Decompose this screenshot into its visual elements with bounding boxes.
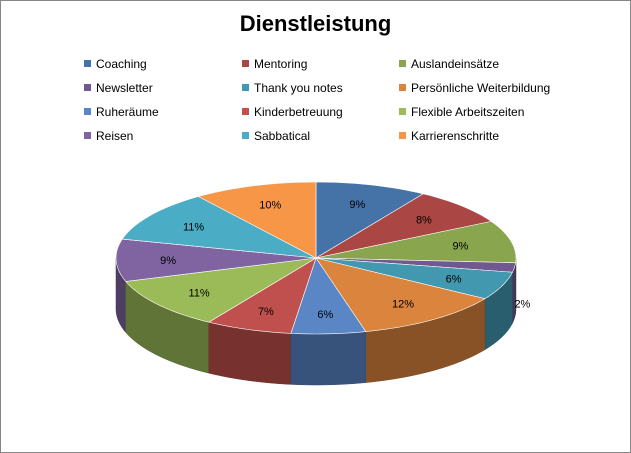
legend-swatch — [84, 132, 91, 139]
slice-thank-you-notes — [315, 257, 513, 300]
legend-label: Newsletter — [96, 81, 153, 95]
legend-label: Reisen — [96, 129, 134, 143]
data-label-kinderbetreuung: 7% — [258, 306, 274, 318]
legend-label: Thank you notes — [254, 81, 343, 95]
legend-label: Persönliche Weiterbildung — [411, 81, 551, 95]
data-label-thank-you-notes: 6% — [446, 274, 462, 286]
legend-label: Auslandeinsätze — [411, 57, 500, 71]
slice-ruheraeume — [290, 257, 367, 335]
legend: Coaching Mentoring Auslandeinsätze Newslett… — [1, 1, 630, 161]
legend-label: Sabbatical — [254, 129, 311, 143]
legend-label: Karrierenschritte — [411, 129, 500, 143]
legend-label: Mentoring — [254, 57, 308, 71]
data-label-karrierenschritte: 10% — [259, 200, 281, 212]
legend-label: Flexible Arbeitszeiten — [411, 105, 525, 119]
legend-swatch — [242, 132, 249, 139]
legend-label: Coaching — [96, 57, 147, 71]
slice-auslandeinsaetze — [315, 221, 517, 264]
slice-flexible-arbeitszeiten — [125, 257, 317, 323]
slice-persoenliche-weiterbildung — [315, 257, 486, 332]
slice-coaching — [315, 181, 424, 259]
data-label-ruheraeume: 6% — [317, 309, 333, 321]
data-label-auslandeinsaetze: 9% — [452, 241, 468, 253]
slice-mentoring — [315, 193, 493, 259]
legend-swatch — [84, 108, 91, 115]
legend-swatch — [399, 84, 406, 91]
data-label-flexible-arbeitszeiten: 11% — [188, 288, 209, 300]
data-label-sabbatical: 11% — [183, 221, 204, 233]
legend-swatch — [242, 108, 249, 115]
legend-swatch — [242, 60, 249, 67]
legend-swatch — [84, 60, 91, 67]
slice-karrierenschritte — [197, 181, 317, 259]
slice-reisen — [115, 238, 317, 282]
slice-side-ruheraeume — [290, 331, 366, 386]
legend-label: Ruheräume — [96, 105, 159, 119]
data-label-reisen: 9% — [160, 255, 176, 267]
data-label-newsletter: 2% — [514, 299, 530, 311]
legend-swatch — [84, 84, 91, 91]
data-label-mentoring: 8% — [416, 215, 432, 227]
legend-swatch — [242, 84, 249, 91]
data-label-coaching: 9% — [349, 199, 365, 211]
data-label-persoenliche-weiterbildung: 12% — [392, 299, 414, 311]
legend-swatch — [399, 132, 406, 139]
chart-title: Dienstleistung — [239, 11, 392, 36]
slice-sabbatical — [121, 196, 317, 259]
legend-swatch — [399, 60, 406, 67]
slice-kinderbetreuung — [208, 257, 317, 334]
legend-label: Kinderbetreuung — [254, 105, 343, 119]
legend-swatch — [399, 108, 406, 115]
